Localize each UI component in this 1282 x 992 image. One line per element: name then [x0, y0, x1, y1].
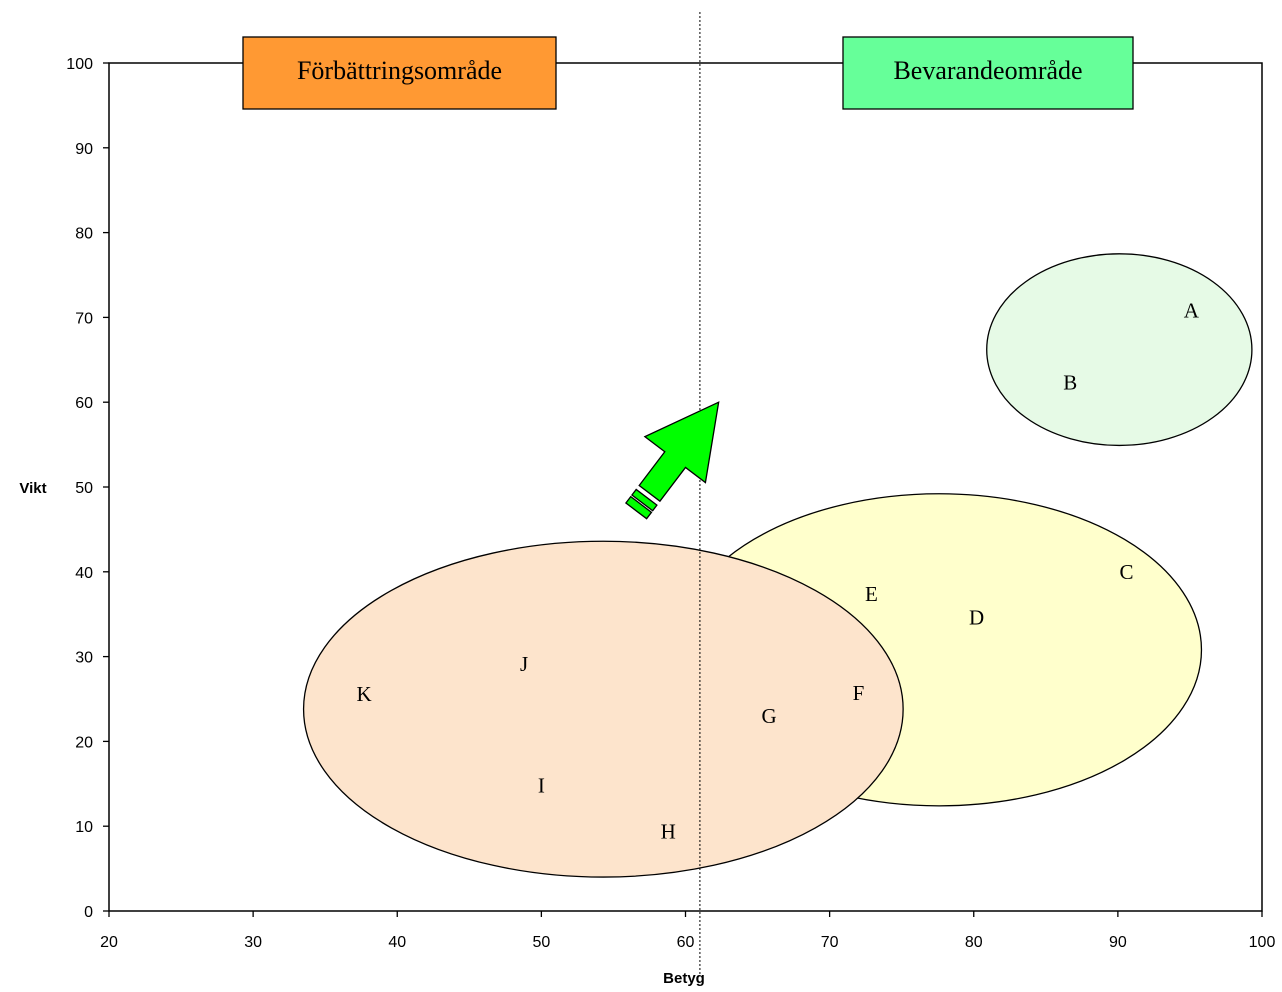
point-label-j: J	[520, 652, 528, 676]
point-label-k: K	[357, 682, 372, 706]
point-label-h: H	[661, 819, 676, 843]
group-ellipses	[302, 253, 1253, 878]
group-ellipse-2	[986, 253, 1253, 447]
point-label-a: A	[1184, 299, 1200, 323]
y-tick-label-90: 90	[75, 141, 93, 158]
point-label-d: D	[969, 606, 984, 630]
point-label-e: E	[865, 582, 878, 606]
y-tick-label-60: 60	[75, 395, 93, 412]
x-tick-label-80: 80	[965, 934, 983, 951]
arrow-body	[638, 401, 720, 503]
point-label-c: C	[1120, 560, 1134, 584]
y-tick-label-40: 40	[75, 565, 93, 582]
x-tick-label-70: 70	[821, 934, 839, 951]
y-tick-label-20: 20	[75, 734, 93, 751]
x-tick-label-40: 40	[388, 934, 406, 951]
arrow-tail-stripe-1	[624, 495, 653, 520]
arrow-tail-stripe-2	[631, 488, 658, 512]
x-tick-label-20: 20	[100, 934, 118, 951]
improvement-arrow	[624, 401, 720, 520]
point-label-g: G	[762, 704, 777, 728]
point-label-i: I	[538, 773, 545, 797]
zone-label-2: Bevarandeområde	[893, 56, 1082, 85]
y-tick-label-70: 70	[75, 310, 93, 327]
y-tick-label-100: 100	[66, 56, 93, 73]
y-tick-label-0: 0	[84, 904, 93, 921]
x-tick-label-60: 60	[677, 934, 695, 951]
point-label-b: B	[1063, 371, 1077, 395]
zone-boxes: Förbättringsområde Bevarandeområde	[242, 36, 1134, 110]
zone-box-1	[242, 36, 557, 110]
x-tick-label-90: 90	[1109, 934, 1127, 951]
x-axis-title: Betyg	[663, 970, 705, 987]
y-axis: 0 10 20 30 40 50 60 70 80 90 100	[66, 56, 109, 921]
x-tick-label-50: 50	[532, 934, 550, 951]
x-axis: 20 30 40 50 60 70 80 90 100	[100, 911, 1275, 951]
y-tick-label-80: 80	[75, 226, 93, 243]
zone-box-2	[842, 36, 1134, 110]
group-ellipse-3	[302, 540, 904, 878]
zone-label-1: Förbättringsområde	[297, 56, 502, 85]
y-tick-label-30: 30	[75, 650, 93, 667]
y-axis-title: Vikt	[19, 480, 46, 497]
y-tick-label-10: 10	[75, 819, 93, 836]
x-tick-label-100: 100	[1249, 934, 1276, 951]
point-label-f: F	[853, 681, 865, 705]
x-tick-label-30: 30	[244, 934, 262, 951]
y-tick-label-50: 50	[75, 480, 93, 497]
data-point-labels: A B C D E F G H I J K	[357, 299, 1200, 844]
